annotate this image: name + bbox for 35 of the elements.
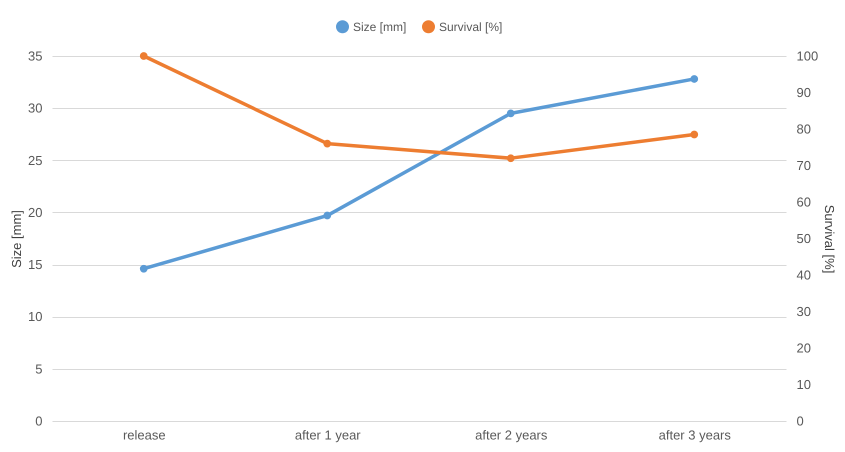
x-tick-label: release xyxy=(122,428,166,442)
point xyxy=(323,140,332,148)
x-tick-label: after 1 year xyxy=(294,428,362,442)
y2-tick-label: 90 xyxy=(796,85,811,100)
y2-tick-label: 0 xyxy=(796,414,804,428)
point xyxy=(690,75,698,83)
y2-tick-label: 40 xyxy=(796,268,811,282)
y2-tick-label: 30 xyxy=(796,304,811,319)
y-tick-label: 15 xyxy=(28,257,42,272)
y2-tick-label: 10 xyxy=(796,377,811,392)
point xyxy=(140,264,148,273)
y-tick-label: 35 xyxy=(28,48,42,64)
y2-tick-label: 60 xyxy=(796,194,811,210)
point xyxy=(506,154,515,162)
point xyxy=(690,130,698,138)
point xyxy=(506,109,515,118)
y2-tick-label: 100 xyxy=(796,48,818,64)
point xyxy=(140,52,148,60)
y2-tick-label: 20 xyxy=(796,340,811,356)
y2-tick-label: 50 xyxy=(796,231,811,246)
y-tick-label: 30 xyxy=(28,100,42,116)
y-tick-label: 20 xyxy=(28,204,42,220)
legend-label: Survival [%] xyxy=(439,20,502,34)
y-tick-label: 0 xyxy=(35,414,42,428)
y-tick-label: 25 xyxy=(28,152,42,168)
x-tick-label: after 2 years xyxy=(475,428,548,442)
x-tick-label: after 3 years xyxy=(658,428,732,442)
y-tick-label: 5 xyxy=(35,361,42,376)
y-axis-title: Size [mm] xyxy=(9,210,24,268)
legend-label: Size [mm] xyxy=(353,20,406,34)
point xyxy=(323,212,332,220)
y2-axis-title: Survival [%] xyxy=(822,204,838,274)
y-tick-label: 10 xyxy=(28,309,42,324)
y2-tick-label: 70 xyxy=(796,158,811,173)
y2-tick-label: 80 xyxy=(796,122,811,136)
